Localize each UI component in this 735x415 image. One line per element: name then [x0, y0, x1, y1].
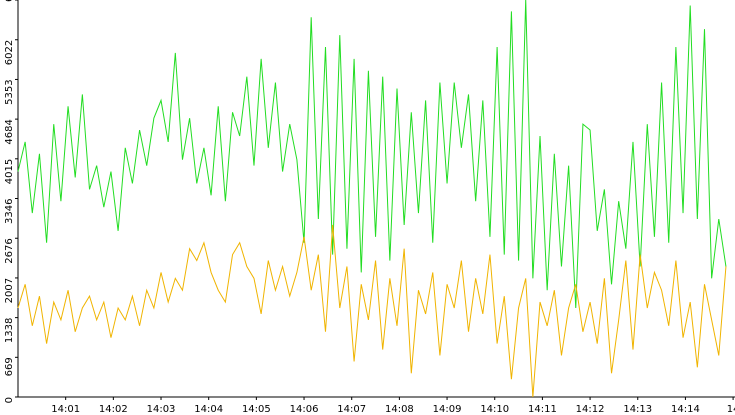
- y-tick-label: 4015: [4, 159, 15, 184]
- y-tick-label: 2676: [4, 238, 15, 263]
- y-tick-label: 1338: [4, 318, 15, 343]
- series-line: [17, 0, 727, 309]
- x-tick-label: 14:06: [290, 404, 319, 415]
- y-tick-label: 2007: [4, 278, 15, 303]
- x-tick-label: 14:09: [433, 404, 462, 415]
- x-tick-label: 14:01: [51, 404, 80, 415]
- x-tick-label: 14:11: [528, 404, 557, 415]
- y-tick-label: 6692: [4, 0, 15, 2]
- series-line: [17, 224, 727, 398]
- x-tick-label: 14:05: [242, 404, 271, 415]
- y-tick-label: 4684: [4, 119, 15, 144]
- y-tick-label: 6022: [4, 40, 15, 65]
- y-tick-label: 5353: [4, 79, 15, 104]
- x-tick-label: 14:12: [576, 404, 605, 415]
- x-tick-label: 14:10: [480, 404, 509, 415]
- x-tick-label: 14:13: [623, 404, 652, 415]
- y-tick-label: 0: [4, 397, 15, 403]
- y-tick-label: 3346: [4, 199, 15, 224]
- x-tick-label: 14:14: [671, 404, 700, 415]
- x-tick-label: 14: [727, 404, 735, 415]
- x-tick-label: 14:03: [147, 404, 176, 415]
- x-tick-label: 14:08: [385, 404, 414, 415]
- y-tick-label: 669: [4, 357, 15, 376]
- x-tick-label: 14:07: [337, 404, 366, 415]
- x-tick-label: 14:04: [194, 404, 223, 415]
- x-tick-label: 14:02: [99, 404, 128, 415]
